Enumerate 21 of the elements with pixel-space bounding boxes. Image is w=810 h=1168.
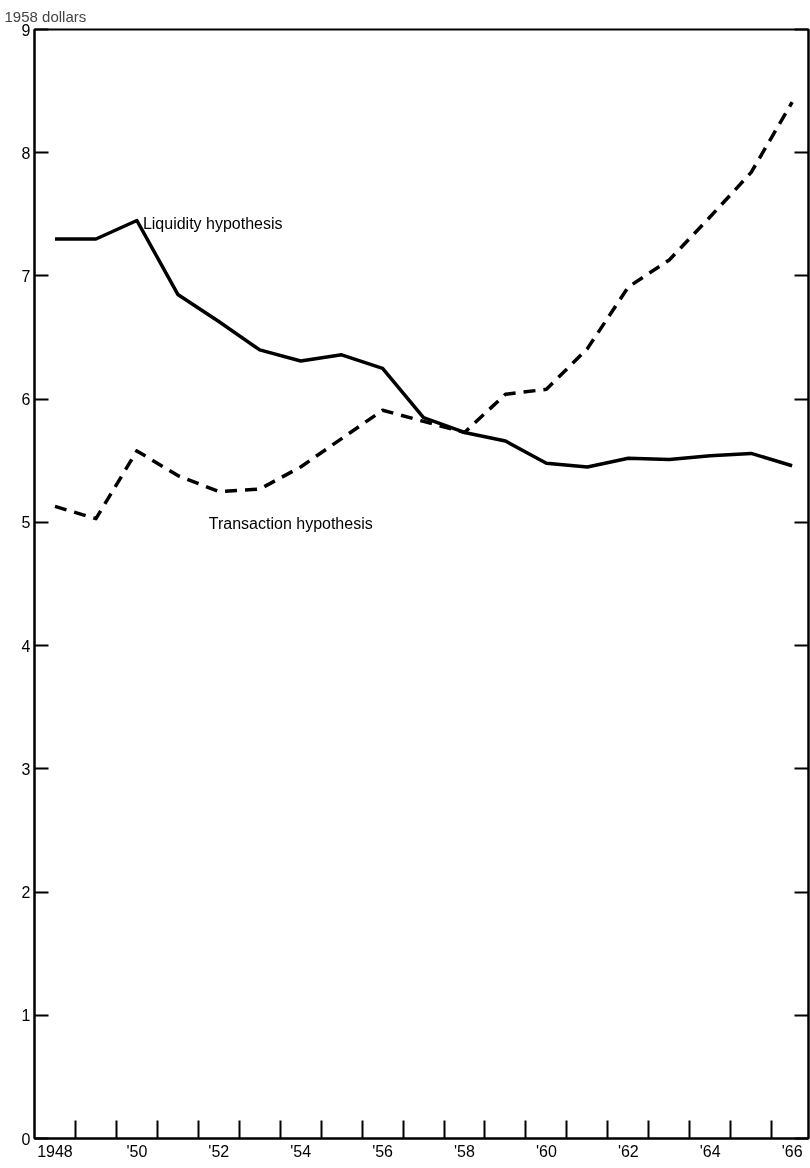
x-tick-label: '64 <box>699 1142 721 1160</box>
x-tick-label: '58 <box>454 1142 476 1160</box>
x-tick-label: '62 <box>617 1142 639 1160</box>
x-tick-label: '50 <box>126 1142 148 1160</box>
series-label: Transaction hypothesis <box>208 514 373 532</box>
y-tick-label: 0 <box>21 1130 31 1148</box>
y-tick-label: 3 <box>21 760 31 778</box>
x-tick-label: '52 <box>208 1142 230 1160</box>
y-tick-label: 5 <box>21 514 31 532</box>
y-tick-label: 1 <box>21 1007 31 1025</box>
y-tick-label: 2 <box>21 884 31 902</box>
x-tick-label: '54 <box>290 1142 312 1160</box>
y-tick-label: 6 <box>21 391 31 409</box>
y-tick-label: 8 <box>21 144 31 162</box>
x-tick-label: '56 <box>372 1142 394 1160</box>
x-tick-label: '66 <box>781 1142 803 1160</box>
x-tick-label: '60 <box>535 1142 557 1160</box>
x-tick-label: 1948 <box>37 1142 73 1160</box>
series-label: Liquidity hypothesis <box>142 215 283 233</box>
y-tick-label: 4 <box>21 637 31 655</box>
y-tick-label: 7 <box>21 267 31 285</box>
